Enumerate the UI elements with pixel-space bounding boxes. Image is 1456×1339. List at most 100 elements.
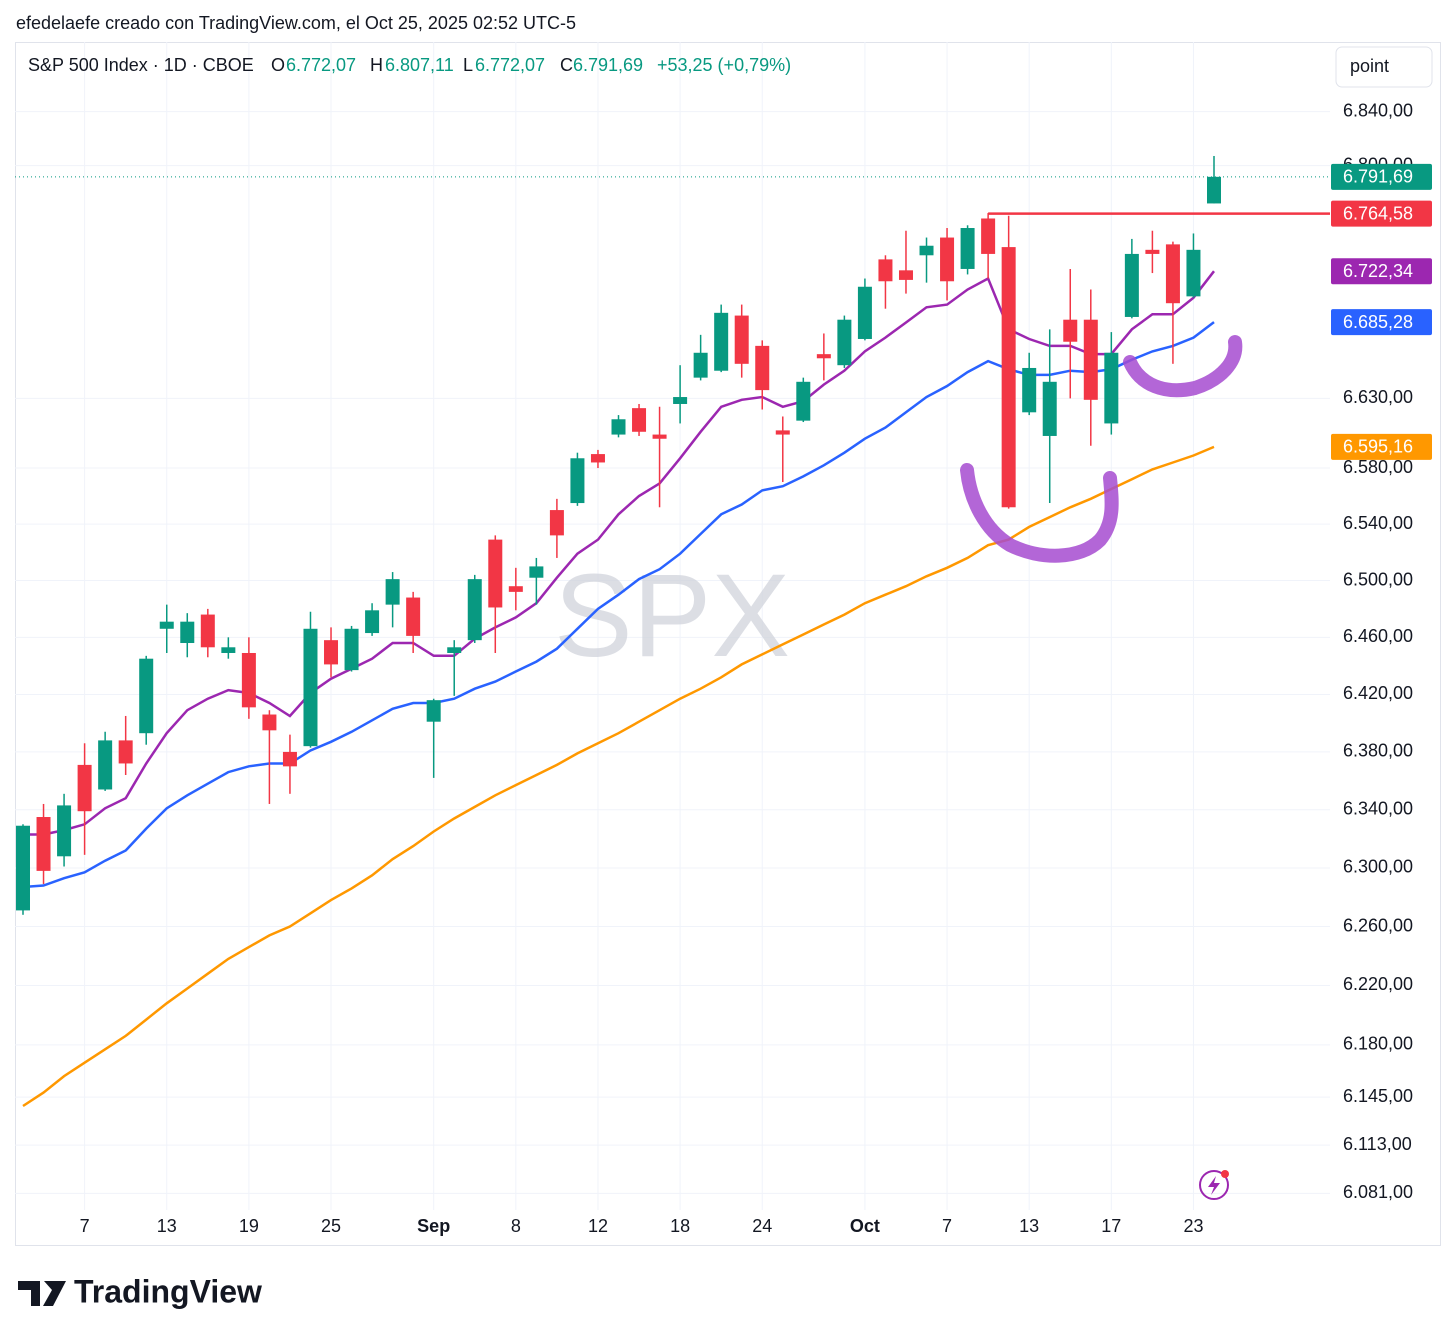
candle-body	[262, 714, 277, 731]
price-label: 6.791,69	[1343, 167, 1413, 187]
lightning-icon[interactable]	[1199, 1170, 1229, 1200]
brand-name: TradingView	[74, 1273, 262, 1309]
y-tick-label: 6.113,00	[1343, 1134, 1412, 1154]
candle-body	[734, 315, 749, 364]
x-tick-label: 12	[588, 1216, 608, 1236]
x-tick-label: 18	[670, 1216, 690, 1236]
brand-logo	[18, 1281, 66, 1306]
legend-key: O	[271, 55, 285, 75]
legend-value: 6.791,69	[573, 55, 643, 75]
candle-body	[426, 700, 441, 722]
candle-body	[508, 586, 523, 592]
y-tick-label: 6.420,00	[1343, 683, 1413, 703]
y-tick-label: 6.145,00	[1343, 1086, 1413, 1106]
candle-body	[837, 319, 852, 366]
x-tick-label: 13	[1019, 1216, 1039, 1236]
candle-body	[139, 658, 154, 734]
candle-body	[118, 740, 133, 764]
price-label-box	[1331, 163, 1432, 190]
legend-change: +53,25 (+0,79%)	[657, 55, 791, 75]
x-tick-label: 17	[1101, 1216, 1121, 1236]
legend-value: 6.807,11	[385, 55, 454, 75]
y-tick-label: 6.180,00	[1343, 1034, 1413, 1054]
candle-body	[200, 614, 215, 648]
candle-body	[878, 259, 893, 282]
candle-body	[570, 458, 585, 504]
drawn-annotation	[1123, 335, 1243, 398]
candle-body	[529, 566, 544, 578]
candle-body	[693, 352, 708, 378]
candle-body	[77, 764, 92, 812]
y-tick-label: 6.630,00	[1343, 387, 1413, 407]
candle-body	[344, 628, 359, 671]
price-label-box	[1331, 258, 1432, 285]
x-tick-label: Sep	[417, 1216, 450, 1236]
x-tick-label: 25	[321, 1216, 341, 1236]
candle-body	[447, 647, 462, 653]
candle-body	[1001, 247, 1016, 508]
candle-body	[385, 579, 400, 605]
candle-body	[303, 628, 318, 747]
x-tick-label: 23	[1183, 1216, 1203, 1236]
candle-body	[57, 805, 72, 857]
candle-body	[611, 419, 626, 435]
candle-body	[755, 345, 770, 391]
moving-average	[22, 445, 1215, 1108]
candle-body	[1022, 367, 1037, 413]
candle-body	[652, 434, 667, 439]
x-tick-label: 19	[239, 1216, 259, 1236]
candle-body	[488, 539, 503, 608]
candle-body	[1063, 319, 1078, 342]
price-label-box	[1331, 433, 1432, 460]
candle-body	[1165, 244, 1180, 304]
candle-body	[898, 270, 913, 280]
x-tick-label: 7	[80, 1216, 90, 1236]
candle-body	[98, 740, 113, 790]
y-tick-label: 6.840,00	[1343, 100, 1413, 120]
price-label-box	[1331, 309, 1432, 336]
lightning-bolt	[1208, 1176, 1220, 1195]
candle-body	[282, 751, 297, 767]
candle-body	[549, 510, 564, 536]
drawn-annotation	[960, 463, 1119, 563]
symbol-title: S&P 500 Index · 1D · CBOE	[28, 55, 254, 75]
candle-body	[775, 430, 790, 435]
candle-body	[467, 579, 482, 641]
unit-button-label[interactable]: point	[1350, 56, 1389, 76]
y-tick-label: 6.081,00	[1343, 1182, 1413, 1202]
candle-body	[714, 312, 729, 371]
candle-body	[1083, 319, 1098, 400]
candle-body	[590, 454, 605, 463]
candle-body	[241, 652, 256, 708]
x-tick-label: Oct	[850, 1216, 880, 1236]
candle-body	[796, 381, 811, 421]
candle-body	[1042, 381, 1057, 436]
candle-body	[960, 228, 975, 269]
y-tick-label: 6.580,00	[1343, 457, 1413, 477]
x-tick-label: 13	[157, 1216, 177, 1236]
plot	[15, 155, 1330, 1108]
candle-body	[857, 286, 872, 339]
candle-body	[816, 354, 831, 359]
x-tick-label: 8	[511, 1216, 521, 1236]
unit-button[interactable]	[1335, 46, 1433, 88]
candle-body	[1186, 249, 1201, 297]
y-tick-label: 6.380,00	[1343, 741, 1413, 761]
price-axis: 6.840,006.800,006.630,006.580,006.540,00…	[80, 100, 1432, 1236]
price-label: 6.764,58	[1343, 203, 1413, 223]
y-tick-label: 6.540,00	[1343, 513, 1413, 533]
candle-body	[1145, 249, 1160, 254]
chart-frame	[15, 42, 1441, 1246]
candle-body	[673, 397, 688, 404]
candle-body	[940, 237, 955, 282]
attribution: efedelaefe creado con TradingView.com, e…	[16, 13, 576, 33]
candle-body	[324, 640, 339, 665]
x-tick-label: 24	[752, 1216, 772, 1236]
candle-body	[180, 621, 195, 644]
price-label-box	[1331, 200, 1432, 227]
y-tick-label: 6.300,00	[1343, 857, 1413, 877]
candle-body	[159, 621, 174, 629]
y-tick-label: 6.340,00	[1343, 799, 1413, 819]
candle-body	[919, 245, 934, 256]
